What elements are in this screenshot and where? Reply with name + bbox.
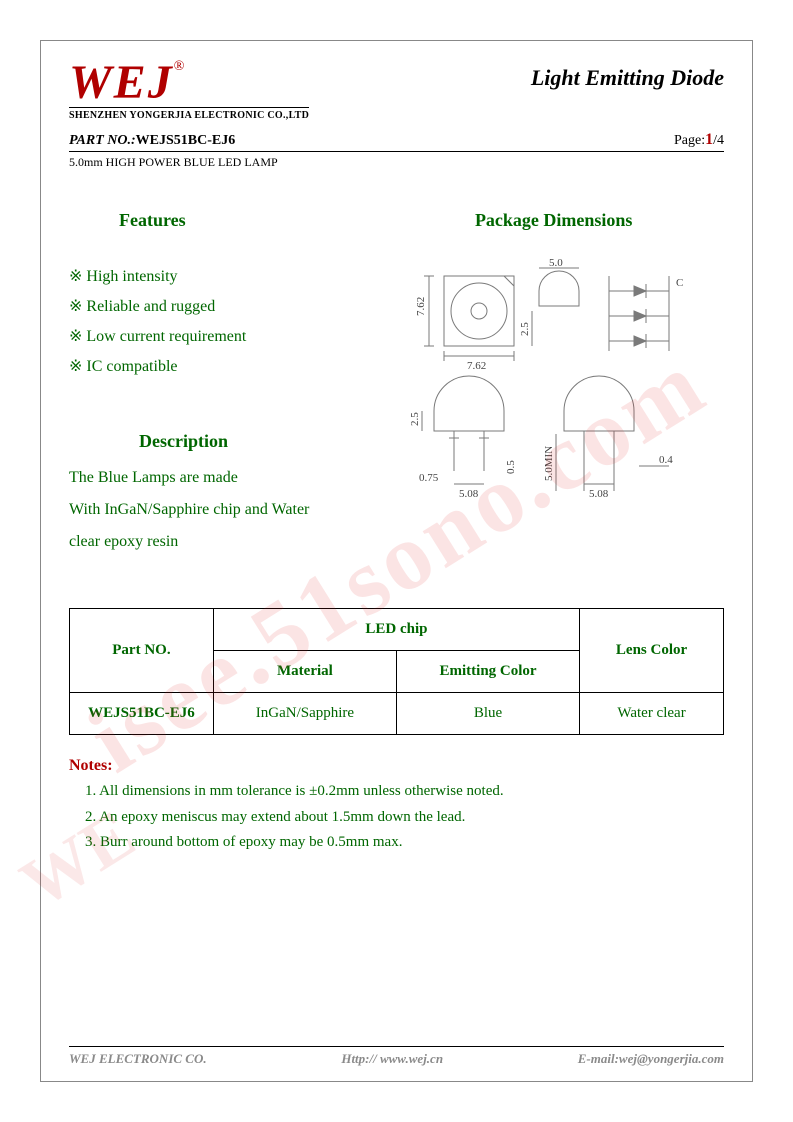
feature-item: ※ IC compatible bbox=[69, 356, 383, 376]
partno-value: WEJS51BC-EJ6 bbox=[136, 133, 236, 148]
col-ledchip: LED chip bbox=[213, 609, 579, 651]
col-lens: Lens Color bbox=[580, 609, 724, 693]
package-column: Package Dimensions 7.62 7.62 bbox=[383, 210, 724, 558]
description-line: With InGaN/Sapphire chip and Water bbox=[69, 494, 383, 526]
description-line: The Blue Lamps are made bbox=[69, 462, 383, 494]
two-column-section: Features ※ High intensity ※ Reliable and… bbox=[69, 210, 724, 558]
header: WEJ® SHENZHEN YONGERJIA ELECTRONIC CO.,L… bbox=[69, 59, 724, 121]
footer-email: E-mail:wej@yongerjia.com bbox=[578, 1051, 724, 1067]
schematic-c: C bbox=[676, 277, 683, 289]
cell-emitting: Blue bbox=[396, 693, 579, 735]
page-frame: WEJ® SHENZHEN YONGERJIA ELECTRONIC CO.,L… bbox=[40, 40, 753, 1082]
note-item: 2. An epoxy meniscus may extend about 1.… bbox=[85, 805, 724, 831]
dim-offset: 2.5 bbox=[519, 322, 531, 336]
notes-list: 1. All dimensions in mm tolerance is ±0.… bbox=[69, 779, 724, 856]
features-heading: Features bbox=[119, 210, 383, 231]
note-item: 1. All dimensions in mm tolerance is ±0.… bbox=[85, 779, 724, 805]
dim-flange: 0.75 bbox=[419, 472, 439, 484]
dim-lead-thick: 0.4 bbox=[659, 454, 673, 466]
description-text: The Blue Lamps are made With InGaN/Sapph… bbox=[69, 462, 383, 558]
feature-item: ※ Reliable and rugged bbox=[69, 296, 383, 316]
partno-label: PART NO.: bbox=[69, 133, 136, 148]
col-partno: Part NO. bbox=[70, 609, 214, 693]
features-column: Features ※ High intensity ※ Reliable and… bbox=[69, 210, 383, 558]
package-heading: Package Dimensions bbox=[383, 210, 724, 231]
table-row: WEJS51BC-EJ6 InGaN/Sapphire Blue Water c… bbox=[70, 693, 724, 735]
page-current: 1 bbox=[705, 131, 713, 148]
col-emitting: Emitting Color bbox=[396, 651, 579, 693]
doc-title: Light Emitting Diode bbox=[531, 65, 724, 91]
description-line: clear epoxy resin bbox=[69, 526, 383, 558]
table-header-row: Part NO. LED chip Lens Color bbox=[70, 609, 724, 651]
spec-table: Part NO. LED chip Lens Color Material Em… bbox=[69, 608, 724, 735]
logo-block: WEJ® SHENZHEN YONGERJIA ELECTRONIC CO.,L… bbox=[69, 59, 309, 121]
registered-mark: ® bbox=[174, 59, 185, 74]
notes-heading: Notes: bbox=[69, 757, 724, 775]
col-material: Material bbox=[213, 651, 396, 693]
cell-lens: Water clear bbox=[580, 693, 724, 735]
feature-item: ※ Low current requirement bbox=[69, 326, 383, 346]
logo-text: WEJ bbox=[69, 56, 174, 109]
cell-partno: WEJS51BC-EJ6 bbox=[70, 693, 214, 735]
partno-row: PART NO.:WEJS51BC-EJ6 Page:1/4 bbox=[69, 131, 724, 152]
dim-thick-gap: 0.5 bbox=[505, 460, 517, 474]
dim-top-height: 7.62 bbox=[415, 297, 427, 316]
dim-body-h: 2.5 bbox=[409, 412, 421, 426]
product-subtitle: 5.0mm HIGH POWER BLUE LED LAMP bbox=[69, 155, 724, 170]
dim-top-width: 7.62 bbox=[467, 360, 486, 372]
dim-pitch1: 5.08 bbox=[459, 488, 479, 500]
features-list: ※ High intensity ※ Reliable and rugged ※… bbox=[69, 266, 383, 376]
feature-item: ※ High intensity bbox=[69, 266, 383, 286]
footer: WEJ ELECTRONIC CO. Http:// www.wej.cn E-… bbox=[69, 1046, 724, 1067]
footer-company: WEJ ELECTRONIC CO. bbox=[69, 1051, 207, 1067]
page-label: Page: bbox=[674, 133, 705, 148]
dim-lead-len: 5.0MIN bbox=[543, 446, 555, 481]
description-heading: Description bbox=[139, 431, 383, 452]
page-total: /4 bbox=[713, 133, 724, 148]
note-item: 3. Burr around bottom of epoxy may be 0.… bbox=[85, 830, 724, 856]
cell-material: InGaN/Sapphire bbox=[213, 693, 396, 735]
package-diagram: 7.62 7.62 5.0 2.5 bbox=[404, 256, 704, 536]
dim-dome: 5.0 bbox=[549, 257, 563, 269]
company-name: SHENZHEN YONGERJIA ELECTRONIC CO.,LTD bbox=[69, 107, 309, 121]
footer-url: Http:// www.wej.cn bbox=[341, 1051, 443, 1067]
dim-pitch2: 5.08 bbox=[589, 488, 609, 500]
